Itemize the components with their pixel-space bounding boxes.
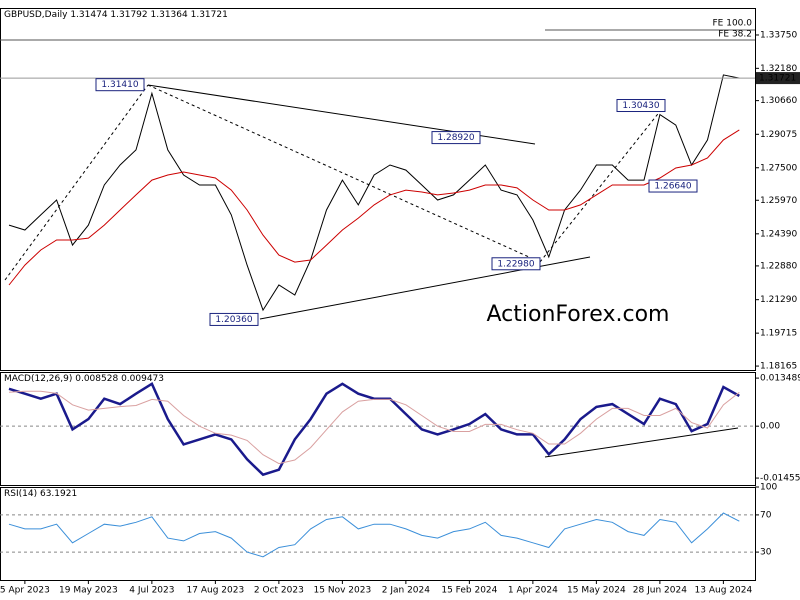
annotation-label: 1.20360 (215, 315, 252, 325)
y-tick-label: 0.013489 (760, 374, 800, 384)
y-tick-label: 0.00 (760, 422, 780, 432)
annotation-label: 1.30430 (622, 101, 659, 111)
annotation-label: 1.22980 (497, 259, 534, 269)
header-item: 1.31474 (70, 10, 107, 20)
y-tick-label: 100 (760, 483, 777, 493)
y-tick-label: 1.29075 (760, 130, 797, 140)
panel-frames (0, 8, 756, 581)
y-tick-label: -0.014554 (760, 474, 800, 484)
price-panel (0, 8, 756, 371)
y-tick-label: 1.33750 (760, 30, 797, 40)
y-tick-label: 1.21290 (760, 295, 797, 305)
y-tick-label: 1.18165 (760, 362, 797, 372)
annotation-box (431, 131, 481, 145)
panel-header: MACD(12,26,9) 0.008528 0.009473 (4, 374, 164, 384)
fe-label: FE 100.0 (713, 19, 753, 29)
annotation-box (95, 78, 145, 92)
panel-header: RSI(14) 63.1921 (4, 489, 77, 499)
series-line (8, 512, 740, 558)
header-item: 1.31721 (191, 10, 228, 20)
header-item: RSI(14) (4, 489, 37, 499)
x-tick-label: 4 Jul 2023 (129, 586, 174, 596)
trendline (4, 84, 149, 281)
last-price-box (756, 72, 800, 85)
y-tick-label: 30 (760, 548, 772, 558)
annotation-box (616, 99, 666, 113)
annotation-label: 1.26640 (654, 182, 691, 192)
x-tick-label: 15 Nov 2023 (314, 586, 372, 596)
y-tick-label: 1.24390 (760, 229, 797, 239)
annotation-box (491, 257, 541, 271)
macd-panel (0, 372, 756, 486)
x-tick-label: 15 May 2024 (567, 586, 626, 596)
header-item: 1.31792 (110, 10, 147, 20)
x-tick-label: 19 May 2023 (59, 586, 118, 596)
fe-label: FE 38.2 (718, 30, 752, 40)
x-tick-label: 13 Aug 2024 (695, 586, 753, 596)
annotation-box (209, 312, 259, 326)
series-line (8, 390, 740, 465)
panel-header: GBPUSD,Daily 1.31474 1.31792 1.31364 1.3… (4, 10, 228, 20)
x-tick-label: 28 Jun 2024 (633, 586, 687, 596)
series-line (8, 129, 740, 286)
watermark: ActionForex.com (487, 302, 670, 327)
y-tick-label: 1.25970 (760, 196, 797, 206)
y-tick-label: 70 (760, 510, 772, 520)
y-tick-label: 1.27500 (760, 163, 797, 173)
x-tick-label: 2 Jan 2024 (382, 586, 430, 596)
annotation-label: 1.28920 (437, 133, 474, 143)
x-tick-label: 5 Apr 2023 (0, 586, 50, 596)
header-item: MACD(12,26,9) (4, 374, 72, 384)
y-tick-label: 1.19715 (760, 329, 797, 339)
header-item: 1.31364 (151, 10, 188, 20)
y-tick-label: 1.22880 (760, 261, 797, 271)
x-tick-label: 2 Oct 2023 (254, 586, 304, 596)
y-tick-label: 1.32180 (760, 64, 797, 74)
last-price-label: 1.31721 (759, 74, 796, 84)
header-item: 63.1921 (40, 489, 77, 499)
header-item: GBPUSD,Daily (4, 10, 68, 20)
annotation-box (648, 179, 698, 193)
rsi-panel (0, 487, 756, 581)
trendline (544, 427, 739, 458)
x-tick-label: 17 Aug 2023 (187, 586, 245, 596)
header-item: 0.009473 (121, 374, 164, 384)
x-tick-label: 15 Feb 2024 (441, 586, 497, 596)
header-item: 0.008528 (75, 374, 118, 384)
x-tick-label: 1 Apr 2024 (508, 586, 558, 596)
y-tick-label: 1.30660 (760, 96, 797, 106)
series-line (8, 74, 740, 312)
annotation-label: 1.31410 (101, 80, 138, 90)
series-line (8, 381, 740, 477)
